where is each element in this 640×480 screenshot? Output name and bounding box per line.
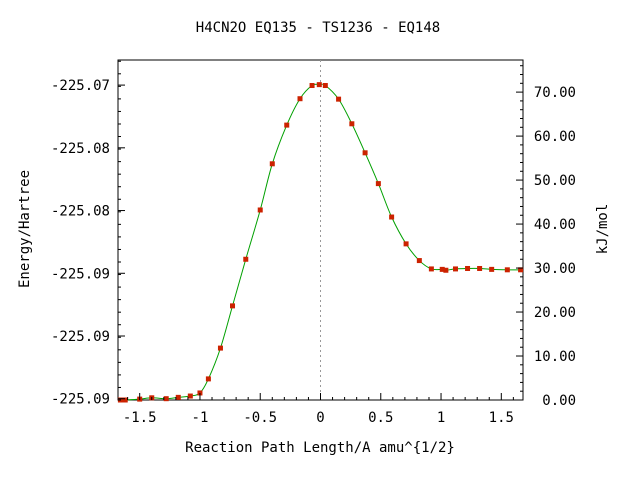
data-point (257, 207, 263, 213)
y-right-tick-label: 60.00 (534, 129, 576, 145)
data-point (443, 267, 449, 273)
y-left-tick-label: -225.09 (51, 392, 110, 408)
data-point (389, 214, 395, 220)
data-point (297, 96, 303, 102)
data-point (284, 122, 290, 128)
x-axis-title: Reaction Path Length/A amu^{1/2} (185, 440, 455, 456)
y-left-tick-label: -225.07 (51, 78, 110, 94)
data-point (175, 394, 181, 400)
x-tick-label: 1 (437, 410, 445, 426)
y-right-tick-label: 10.00 (534, 349, 576, 365)
data-point (428, 266, 434, 272)
data-point (309, 83, 315, 89)
y-left-tick-label: -225.09 (51, 266, 110, 282)
data-point (477, 265, 483, 271)
data-point (316, 82, 322, 88)
plot-area (117, 59, 524, 403)
data-point (439, 266, 445, 272)
y-right-tick-label: 50.00 (534, 173, 576, 189)
data-point (362, 150, 368, 156)
y-left-tick-label: -225.08 (51, 141, 110, 157)
x-tick-label: -0.5 (243, 410, 277, 426)
data-point (416, 258, 422, 264)
y-right-tick-label: 30.00 (534, 261, 576, 277)
data-point (375, 181, 381, 187)
data-point (336, 96, 342, 102)
data-point (187, 393, 193, 399)
data-point (453, 266, 458, 272)
y-axis-left-title: Energy/Hartree (17, 170, 33, 288)
x-tick-label: 0 (316, 410, 324, 426)
y-axis-right: 0.00 10.00 20.00 30.00 40.00 50.00 60.00 70.00 (516, 65, 576, 409)
data-point (518, 267, 524, 273)
data-point (243, 256, 249, 262)
data-point (504, 267, 510, 273)
data-point (197, 390, 203, 396)
chart-title: H4CN2O EQ135 - TS1236 - EQ148 (196, 20, 440, 36)
x-tick-label: -1.5 (123, 410, 157, 426)
data-point (403, 241, 409, 247)
x-axis: -1.5 -1 -0.5 0 0.5 1 1.5 (123, 393, 514, 426)
y-right-tick-label: 0.00 (542, 393, 576, 409)
data-point (322, 83, 328, 89)
data-point (163, 396, 169, 402)
x-tick-label: -1 (192, 410, 209, 426)
data-point (230, 303, 236, 309)
y-right-tick-label: 40.00 (534, 217, 576, 233)
x-tick-label: 0.5 (368, 410, 393, 426)
x-tick-label: 1.5 (489, 410, 514, 426)
data-point (465, 265, 471, 271)
data-point (489, 266, 495, 272)
data-point (205, 376, 211, 382)
y-axis-left: -225.07 -225.08 -225.08 -225.09 -225.09 -225.… (51, 60, 125, 408)
data-point (217, 345, 223, 351)
data-point (349, 121, 355, 127)
y-right-tick-label: 20.00 (534, 305, 576, 321)
y-left-tick-label: -225.09 (51, 329, 110, 345)
data-point (269, 161, 275, 167)
y-axis-right-title: kJ/mol (595, 204, 611, 255)
y-right-tick-label: 70.00 (534, 85, 576, 101)
data-point (122, 397, 128, 403)
y-left-tick-label: -225.08 (51, 204, 110, 220)
